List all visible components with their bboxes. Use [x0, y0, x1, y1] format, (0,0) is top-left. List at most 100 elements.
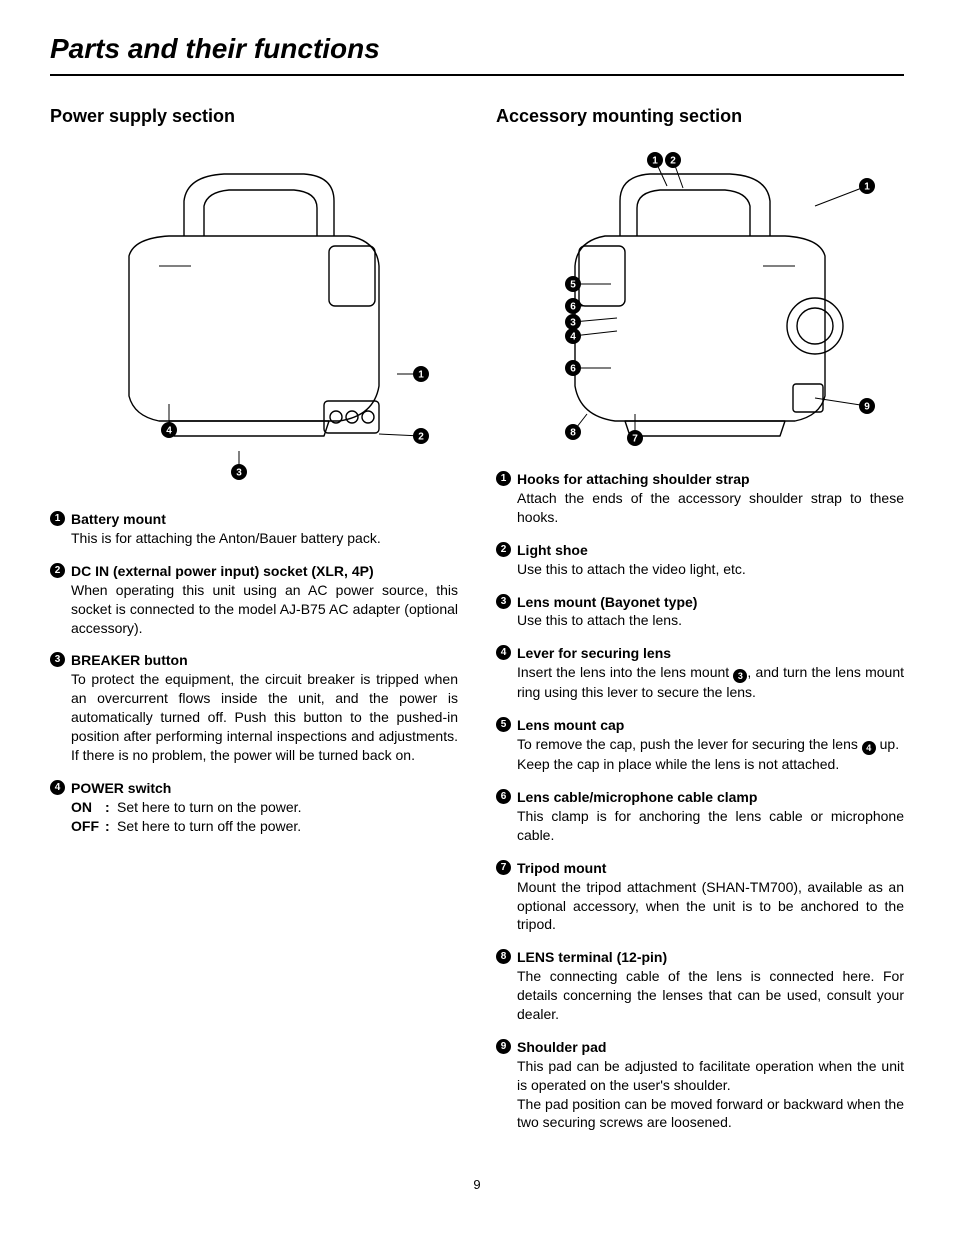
kv-key: OFF [71, 817, 101, 836]
left-section-title: Power supply section [50, 104, 458, 128]
item-desc: The pad position can be moved forward or… [517, 1095, 904, 1133]
left-items-list: 1 Battery mountThis is for attaching the … [50, 510, 458, 835]
item-desc: When operating this unit using an AC pow… [71, 581, 458, 638]
item-body: Shoulder padThis pad can be adjusted to … [517, 1038, 904, 1132]
callout-marker: 4 [862, 741, 876, 755]
item-desc: Insert the lens into the lens mount 3, a… [517, 663, 904, 702]
item: 2 Light shoeUse this to attach the video … [496, 541, 904, 579]
svg-text:1: 1 [418, 370, 424, 381]
svg-text:3: 3 [570, 318, 576, 329]
right-diagram: 1 2 1 5 6 3 4 6 8 7 9 [496, 146, 904, 446]
item: 5 Lens mount capTo remove the cap, push t… [496, 716, 904, 774]
callout-marker: 5 [496, 717, 511, 732]
kv-row: ON:Set here to turn on the power. [71, 798, 458, 817]
item-desc: This pad can be adjusted to facilitate o… [517, 1057, 904, 1095]
callout-marker: 8 [496, 949, 511, 964]
item-term: Hooks for attaching shoulder strap [517, 470, 904, 489]
item-body: Battery mountThis is for attaching the A… [71, 510, 458, 548]
item-term: Lens cable/microphone cable clamp [517, 788, 904, 807]
item-body: Lens mount capTo remove the cap, push th… [517, 716, 904, 774]
callout-marker: 2 [496, 542, 511, 557]
item-body: Lens cable/microphone cable clampThis cl… [517, 788, 904, 845]
callout-marker: 3 [496, 594, 511, 609]
callout-marker: 6 [496, 789, 511, 804]
item-body: POWER switchON:Set here to turn on the p… [71, 779, 458, 836]
callout-marker: 3 [50, 652, 65, 667]
item-term: Shoulder pad [517, 1038, 904, 1057]
item-term: Lever for securing lens [517, 644, 904, 663]
right-column: Accessory mounting section 1 2 1 5 6 3 4 6 8 7 9 1… [496, 104, 904, 1147]
kv-value: Set here to turn off the power. [117, 817, 301, 836]
item: 6 Lens cable/microphone cable clampThis c… [496, 788, 904, 845]
item-term: POWER switch [71, 779, 458, 798]
item-term: DC IN (external power input) socket (XLR… [71, 562, 458, 581]
item: 4 POWER switchON:Set here to turn on the … [50, 779, 458, 836]
svg-text:8: 8 [570, 428, 576, 439]
columns: Power supply section 1 2 3 4 1 Battery mount… [50, 104, 904, 1147]
svg-text:3: 3 [236, 468, 242, 479]
item: 9 Shoulder padThis pad can be adjusted to… [496, 1038, 904, 1132]
kv-row: OFF:Set here to turn off the power. [71, 817, 458, 836]
item: 3 Lens mount (Bayonet type)Use this to at… [496, 593, 904, 631]
item: 1 Hooks for attaching shoulder strapAttac… [496, 470, 904, 527]
callout-marker: 4 [496, 645, 511, 660]
callout-marker: 7 [496, 860, 511, 875]
right-items-list: 1 Hooks for attaching shoulder strapAttac… [496, 470, 904, 1132]
item-body: DC IN (external power input) socket (XLR… [71, 562, 458, 638]
callout-marker: 3 [733, 669, 747, 683]
page-number: 9 [50, 1176, 904, 1194]
item: 8 LENS terminal (12-pin)The connecting ca… [496, 948, 904, 1024]
item-desc: To protect the equipment, the circuit br… [71, 670, 458, 764]
item-desc: Use this to attach the lens. [517, 611, 904, 630]
item-term: Tripod mount [517, 859, 904, 878]
svg-text:2: 2 [418, 432, 424, 443]
kv-sep: : [105, 817, 113, 836]
item-body: Lever for securing lensInsert the lens i… [517, 644, 904, 702]
page-title: Parts and their functions [50, 30, 904, 76]
item-term: Lens mount cap [517, 716, 904, 735]
item-body: LENS terminal (12-pin)The connecting cab… [517, 948, 904, 1024]
svg-text:6: 6 [570, 364, 576, 375]
item: 1 Battery mountThis is for attaching the … [50, 510, 458, 548]
svg-text:4: 4 [166, 426, 172, 437]
left-diagram: 1 2 3 4 [50, 146, 458, 486]
item-term: LENS terminal (12-pin) [517, 948, 904, 967]
callout-marker: 2 [50, 563, 65, 578]
svg-text:1: 1 [652, 156, 658, 167]
kv-sep: : [105, 798, 113, 817]
callout-marker: 4 [50, 780, 65, 795]
right-section-title: Accessory mounting section [496, 104, 904, 128]
item: 3 BREAKER buttonTo protect the equipment,… [50, 651, 458, 764]
svg-text:4: 4 [570, 332, 576, 343]
svg-text:1: 1 [864, 182, 870, 193]
item: 2 DC IN (external power input) socket (XL… [50, 562, 458, 638]
item-desc: Keep the cap in place while the lens is … [517, 755, 904, 774]
svg-text:6: 6 [570, 302, 576, 313]
item-desc: Mount the tripod attachment (SHAN-TM700)… [517, 878, 904, 935]
svg-text:9: 9 [864, 402, 870, 413]
svg-text:2: 2 [670, 156, 676, 167]
item-body: Hooks for attaching shoulder strapAttach… [517, 470, 904, 527]
item-body: Light shoeUse this to attach the video l… [517, 541, 904, 579]
item-term: BREAKER button [71, 651, 458, 670]
item-body: Tripod mountMount the tripod attachment … [517, 859, 904, 935]
callout-marker: 9 [496, 1039, 511, 1054]
kv-value: Set here to turn on the power. [117, 798, 301, 817]
left-column: Power supply section 1 2 3 4 1 Battery mount… [50, 104, 458, 1147]
item-desc: Attach the ends of the accessory shoulde… [517, 489, 904, 527]
item: 7 Tripod mountMount the tripod attachment… [496, 859, 904, 935]
callout-marker: 1 [496, 471, 511, 486]
callout-marker: 1 [50, 511, 65, 526]
item-body: BREAKER buttonTo protect the equipment, … [71, 651, 458, 764]
item-desc: This is for attaching the Anton/Bauer ba… [71, 529, 458, 548]
item-desc: The connecting cable of the lens is conn… [517, 967, 904, 1024]
svg-text:7: 7 [632, 434, 638, 445]
item-term: Light shoe [517, 541, 904, 560]
kv-key: ON [71, 798, 101, 817]
item-term: Lens mount (Bayonet type) [517, 593, 904, 612]
item-term: Battery mount [71, 510, 458, 529]
item-desc: Use this to attach the video light, etc. [517, 560, 904, 579]
svg-text:5: 5 [570, 280, 576, 291]
item-desc: To remove the cap, push the lever for se… [517, 735, 904, 755]
item-body: Lens mount (Bayonet type)Use this to att… [517, 593, 904, 631]
